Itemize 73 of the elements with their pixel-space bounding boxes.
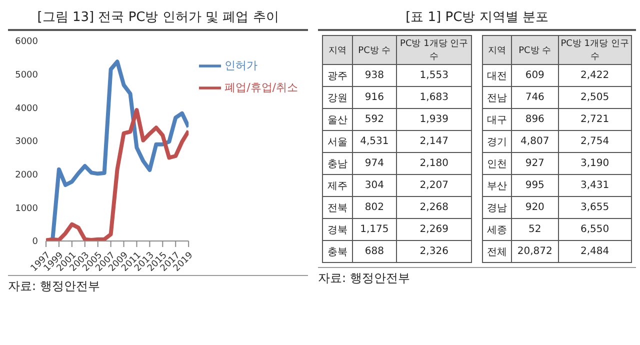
text: 2,207 [420, 180, 448, 191]
text: 2,269 [420, 224, 448, 235]
text: 3,431 [580, 180, 610, 191]
text: 3,655 [580, 202, 610, 213]
text: 995 [525, 180, 544, 191]
text: 2,326 [420, 246, 448, 257]
text: 1,683 [420, 92, 448, 103]
text: 916 [364, 92, 384, 103]
text: 경남 [487, 202, 508, 214]
text: 3,190 [580, 158, 610, 169]
text: 인천 [487, 158, 508, 170]
category-label: PC방 수 [512, 36, 558, 64]
text: 경북 [327, 224, 348, 236]
text: 2,147 [420, 136, 448, 147]
text: 2,484 [580, 246, 610, 257]
text: 4,807 [520, 136, 550, 147]
text: 제주 [327, 180, 348, 192]
legend-label: 인허가 [224, 59, 258, 72]
text: 대전 [487, 70, 508, 82]
text: 802 [364, 202, 384, 213]
text: 서울 [327, 136, 348, 148]
text: 1,553 [420, 70, 448, 81]
text: 경기 [487, 136, 508, 148]
text: [표 1] PC방 지역별 분포 [318, 8, 636, 31]
text: 부산 [487, 180, 508, 192]
text: 52 [528, 224, 542, 235]
y-tick-label: 1000 [15, 204, 38, 214]
text: 927 [525, 158, 544, 169]
category-label: 지역 [322, 36, 352, 64]
y-tick-label: 4000 [15, 104, 38, 114]
category-label: PC방 1개당 인구수 [396, 36, 472, 64]
text: 938 [364, 70, 384, 81]
text: 746 [525, 92, 544, 103]
text: 1,175 [360, 224, 389, 235]
category-label: PC방 수 [352, 36, 397, 64]
text: 592 [364, 114, 384, 125]
text: 자료: 행정안전부 [318, 267, 636, 287]
text: 4,531 [360, 136, 389, 147]
text: 2,721 [580, 114, 610, 125]
text: 자료: 행정안전부 [8, 275, 308, 295]
y-tick-label: 2000 [15, 170, 38, 181]
y-tick-label: 5000 [15, 70, 38, 81]
text: 대구 [487, 114, 508, 126]
y-tick-label: 6000 [15, 37, 38, 48]
text: 세종 [487, 224, 508, 236]
text: 2,754 [580, 136, 610, 147]
category-label: 지역 [482, 36, 512, 64]
y-tick-label: 0 [32, 237, 38, 248]
text: 304 [364, 180, 384, 191]
text: 974 [364, 158, 384, 169]
legend-label: 폐업/휴업/취소 [224, 81, 298, 94]
text: 2,268 [420, 202, 448, 213]
chart-title: [그림 13] 전국 PC방 인허가 및 폐업 추이 [8, 8, 308, 31]
text: 20,872 [517, 246, 552, 257]
text: 충북 [327, 246, 348, 258]
text: 2,422 [580, 70, 610, 81]
text: 896 [525, 114, 544, 125]
text: 1,939 [420, 114, 448, 125]
text: 강원 [327, 92, 348, 104]
text: 688 [364, 246, 384, 257]
text: 울산 [327, 114, 348, 126]
y-tick-label: 3000 [15, 137, 38, 148]
text: 920 [525, 202, 544, 213]
text: 광주 [327, 70, 348, 82]
text: 6,550 [580, 224, 610, 235]
text: 전체 [487, 246, 508, 258]
category-label: PC방 1개당 인구수 [558, 36, 632, 64]
text: 609 [525, 70, 544, 81]
text: 전남 [487, 92, 508, 104]
text: 2,180 [420, 158, 448, 169]
text: 충남 [327, 158, 348, 170]
text: 전북 [327, 202, 348, 214]
text: 2,505 [580, 92, 610, 103]
